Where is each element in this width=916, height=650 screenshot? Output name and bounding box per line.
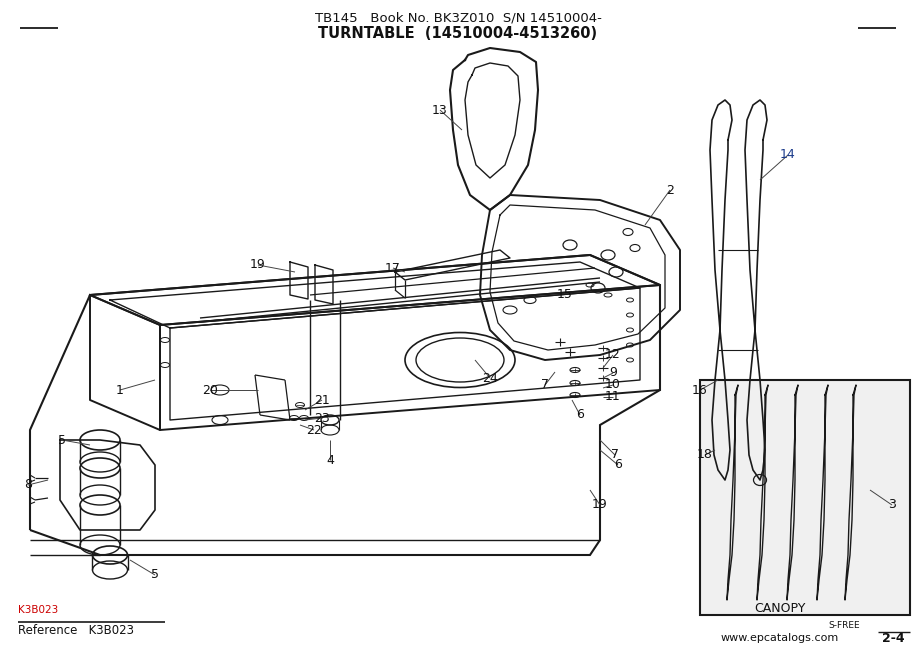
Text: 23: 23 xyxy=(314,411,330,424)
Text: 2: 2 xyxy=(666,183,674,196)
Text: 19: 19 xyxy=(250,259,266,272)
Text: 14: 14 xyxy=(780,148,796,161)
Text: 7: 7 xyxy=(541,378,549,391)
Text: 22: 22 xyxy=(306,424,322,437)
Bar xyxy=(700,380,910,615)
Text: 15: 15 xyxy=(557,289,572,302)
Text: 12: 12 xyxy=(605,348,621,361)
Text: S-FREE: S-FREE xyxy=(828,621,860,629)
Text: Reference   K3B023: Reference K3B023 xyxy=(18,623,134,636)
Text: 24: 24 xyxy=(482,372,498,385)
Text: 9: 9 xyxy=(609,367,617,380)
Text: K3B023: K3B023 xyxy=(18,605,59,615)
Text: 6: 6 xyxy=(614,458,622,471)
Text: 2-4: 2-4 xyxy=(882,632,904,645)
Text: 6: 6 xyxy=(576,408,583,421)
Text: 4: 4 xyxy=(326,454,334,467)
Text: 8: 8 xyxy=(24,478,32,491)
Text: 5: 5 xyxy=(151,569,159,582)
Text: 5: 5 xyxy=(58,434,66,447)
Text: 1: 1 xyxy=(116,384,124,396)
Text: TURNTABLE  (14510004-4513260): TURNTABLE (14510004-4513260) xyxy=(319,27,597,42)
Text: CANOPY: CANOPY xyxy=(754,601,806,614)
Text: www.epcatalogs.com: www.epcatalogs.com xyxy=(721,633,839,643)
Text: 13: 13 xyxy=(432,103,448,116)
Text: 10: 10 xyxy=(605,378,621,391)
Text: 20: 20 xyxy=(202,384,218,396)
Text: 3: 3 xyxy=(889,499,896,512)
Text: 16: 16 xyxy=(692,384,708,396)
Text: TB145   Book No. BK3Z010  S/N 14510004-: TB145 Book No. BK3Z010 S/N 14510004- xyxy=(314,12,602,25)
Text: 17: 17 xyxy=(385,261,401,274)
Text: 7: 7 xyxy=(611,448,619,461)
Text: 11: 11 xyxy=(605,391,621,404)
Text: 19: 19 xyxy=(592,499,608,512)
Text: 18: 18 xyxy=(697,448,713,461)
Text: 21: 21 xyxy=(314,393,330,406)
